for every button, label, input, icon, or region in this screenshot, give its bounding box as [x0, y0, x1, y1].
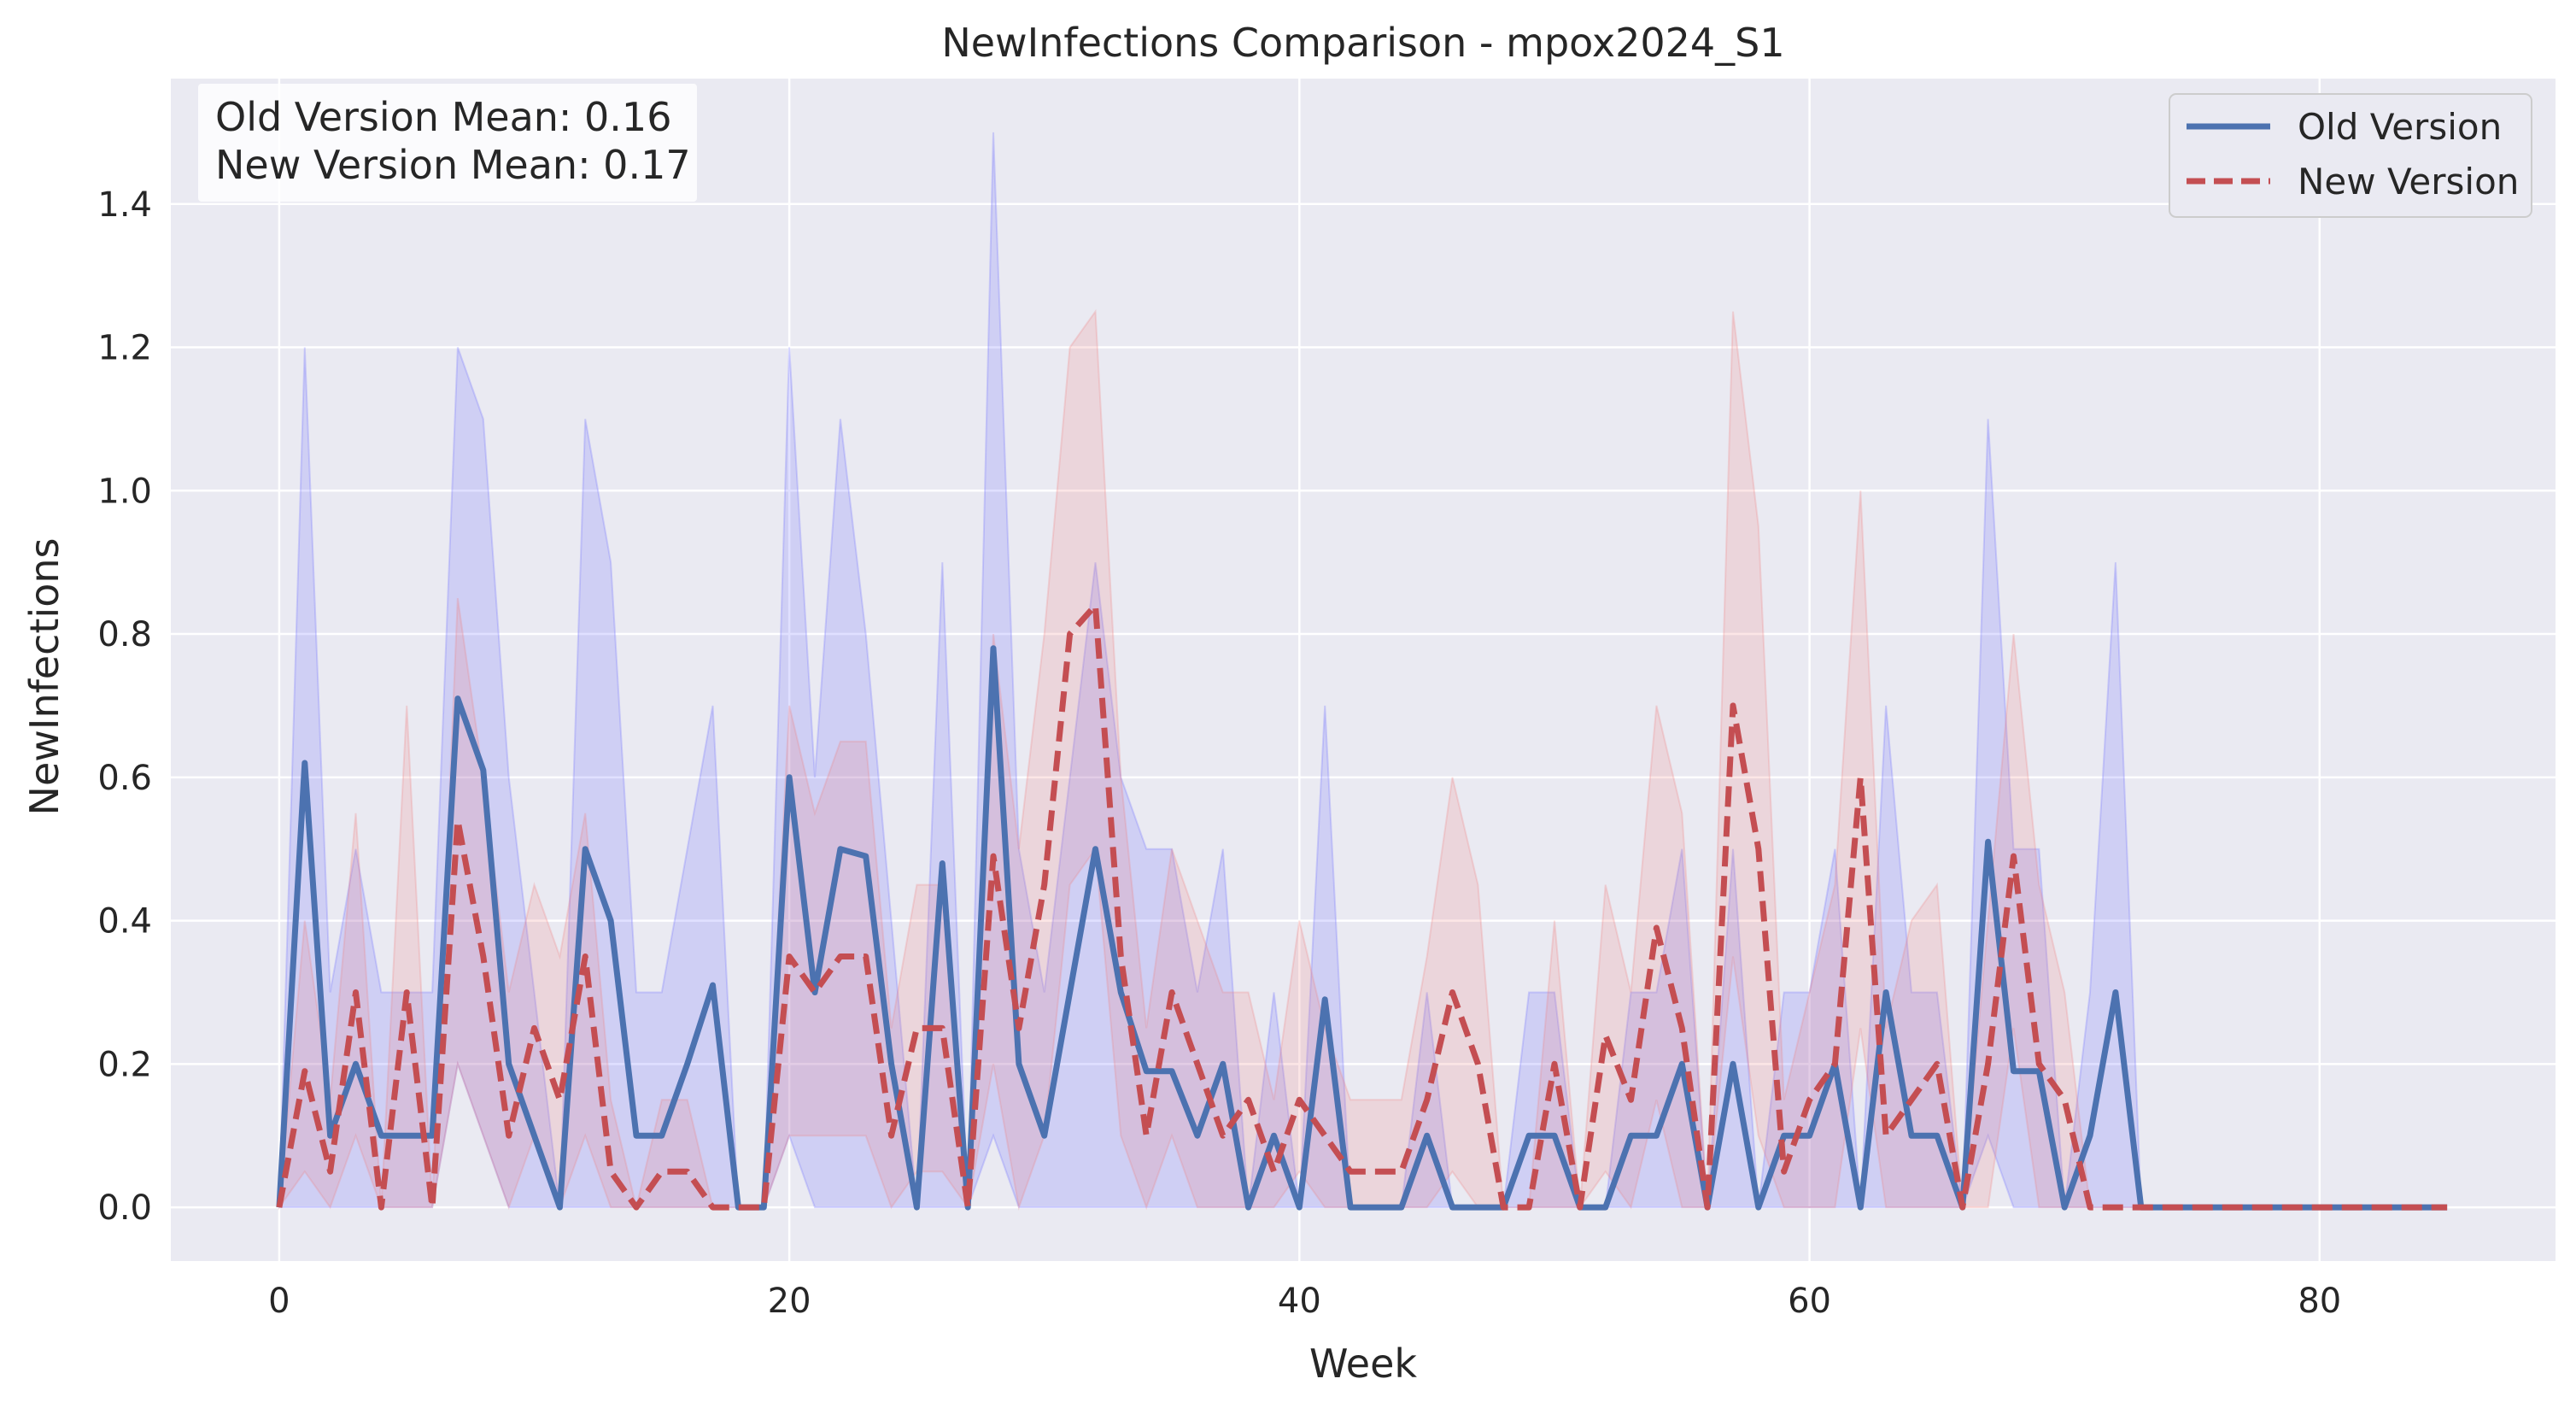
x-tick-label: 60 [1788, 1282, 1831, 1321]
y-tick-label: 0.8 [97, 615, 152, 654]
axis-ticks: 0 20 40 60 80 0.0 0.2 0.4 0.6 0.8 1.0 1.2 1.4 [97, 185, 2341, 1321]
x-tick-label: 20 [768, 1282, 811, 1321]
x-axis-label: Week [1309, 1341, 1417, 1387]
y-tick-label: 0.6 [97, 759, 152, 798]
series-lines [276, 602, 2448, 1211]
y-tick-label: 1.0 [97, 472, 152, 511]
y-tick-label: 0.4 [97, 902, 152, 942]
old-version-line [276, 645, 2448, 1211]
chart-title: NewInfections Comparison - mpox2024_S1 [941, 20, 1784, 66]
y-axis-label: NewInfections [21, 538, 67, 816]
x-tick-label: 80 [2298, 1282, 2341, 1321]
new-version-line [276, 602, 2448, 1211]
x-tick-label: 0 [268, 1282, 290, 1321]
new-version-mean-text: New Version Mean: 0.17 [215, 142, 691, 188]
mean-stats-box: Old Version Mean: 0.16 New Version Mean:… [198, 84, 697, 202]
y-tick-label: 0.2 [97, 1045, 152, 1084]
old-version-mean-text: Old Version Mean: 0.16 [215, 94, 672, 140]
old-version-range-band [278, 132, 2448, 1209]
x-tick-label: 40 [1278, 1282, 1321, 1321]
y-tick-label: 1.2 [97, 329, 152, 368]
y-tick-label: 0.0 [97, 1188, 152, 1228]
y-tick-label: 1.4 [97, 185, 152, 225]
grid-lines [171, 79, 2556, 1261]
legend-old-version-label: Old Version [2298, 106, 2502, 148]
legend: Old Version New Version [2169, 93, 2532, 218]
legend-new-version-label: New Version [2298, 161, 2519, 202]
